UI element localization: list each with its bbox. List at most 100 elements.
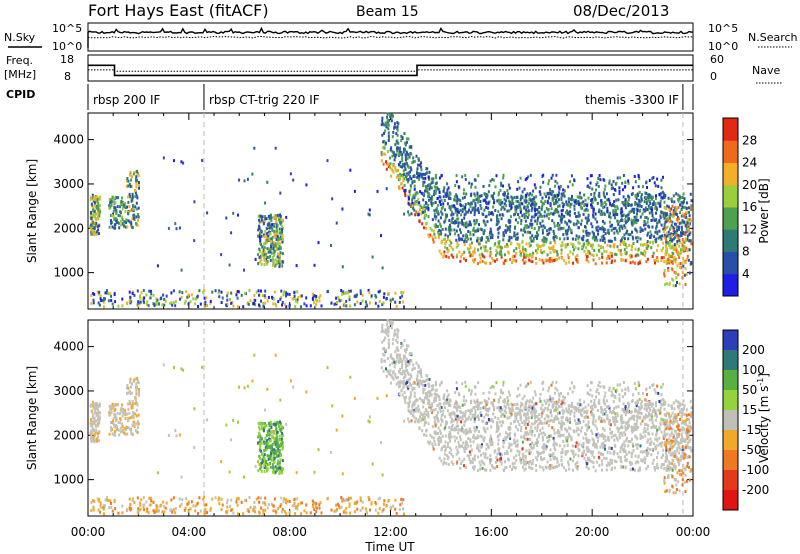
echo-cell (514, 212, 517, 216)
echo-cell (666, 217, 669, 221)
echo-cell (345, 304, 348, 308)
echo-cell (396, 149, 399, 153)
echo-cell (429, 186, 432, 189)
echo-cell (538, 422, 541, 425)
echo-cell (273, 438, 276, 442)
y-tick-label: 1000 (53, 266, 84, 280)
echo-cell (265, 257, 268, 261)
echo-cell (622, 258, 625, 262)
echo-cell (601, 239, 604, 242)
echo-cell (403, 177, 406, 181)
echo-cell (674, 230, 677, 234)
echo-cell (272, 297, 275, 301)
beam-title: Beam 15 (356, 4, 419, 20)
echo-cell (567, 256, 570, 260)
echo-cell (444, 219, 447, 223)
echo-cell (359, 302, 362, 305)
echo-cell (278, 262, 281, 266)
echo-cell (669, 216, 671, 220)
echo-cell (518, 203, 521, 207)
echo-cell (597, 194, 600, 198)
echo-cell (591, 197, 594, 201)
echo-cell (420, 165, 423, 169)
echo-cell (518, 186, 521, 190)
echo-cell (541, 228, 544, 232)
echo-cell (424, 201, 427, 205)
echo-cell (402, 169, 405, 173)
echo-cell (665, 231, 668, 235)
echo-cell (506, 196, 509, 199)
echo-cell (112, 199, 114, 202)
echo-cell (131, 225, 134, 229)
echo-cell (341, 499, 344, 503)
echo-cell (95, 195, 98, 198)
echo-cell (683, 404, 686, 408)
echo-cell (258, 500, 260, 504)
echo-cell (455, 174, 458, 178)
echo-cell (678, 238, 681, 242)
echo-cell (532, 239, 535, 243)
echo-cell (569, 220, 572, 224)
echo-cell (580, 403, 583, 407)
echo-cell (438, 228, 441, 232)
echo-cell (264, 424, 267, 428)
echo-cell (588, 250, 591, 254)
echo-cell (398, 174, 401, 178)
echo-cell (556, 250, 558, 254)
echo-cell (647, 411, 650, 415)
echo-cell (558, 198, 560, 202)
echo-cell (468, 181, 471, 185)
echo-cell (460, 462, 462, 466)
echo-cell (266, 223, 269, 227)
echo-cell (554, 208, 557, 212)
echo-cell (260, 506, 262, 510)
echo-cell (97, 411, 100, 415)
echo-cell (261, 245, 264, 249)
echo-cell (387, 131, 390, 135)
echo-cell (126, 225, 129, 229)
echo-cell (552, 250, 555, 254)
echo-cell (398, 178, 400, 182)
echo-cell (259, 214, 262, 218)
echo-cell (593, 235, 596, 239)
echo-cell (401, 294, 403, 298)
echo-cell (401, 186, 404, 190)
echo-cell (620, 224, 623, 228)
echo-cell (560, 209, 563, 213)
echo-cell (473, 251, 476, 255)
echo-cell (263, 241, 266, 245)
echo-cell (281, 467, 284, 471)
echo-cell (109, 292, 112, 296)
echo-cell (97, 415, 100, 419)
echo-cell (389, 373, 392, 376)
echo-cell (206, 511, 209, 515)
echo-cell (128, 506, 131, 510)
echo-cell (266, 180, 269, 184)
echo-cell (675, 207, 678, 211)
echo-cell (243, 179, 246, 183)
echo-cell (303, 509, 306, 513)
echo-cell (645, 467, 648, 471)
echo-cell (414, 213, 417, 217)
echo-cell (277, 449, 279, 453)
echo-cell (583, 193, 586, 197)
echo-cell (658, 229, 661, 233)
echo-cell (419, 172, 422, 176)
echo-cell (447, 196, 450, 200)
echo-cell (278, 256, 281, 260)
echo-cell (454, 210, 457, 214)
echo-cell (263, 257, 266, 260)
echo-cell (127, 419, 130, 423)
echo-cell (114, 216, 117, 220)
echo-cell (131, 382, 133, 386)
echo-cell (608, 215, 611, 219)
echo-cell (295, 264, 298, 268)
echo-cell (561, 243, 564, 247)
echo-cell (531, 193, 534, 197)
echo-cell (263, 294, 266, 298)
echo-cell (497, 451, 500, 455)
echo-cell (600, 227, 603, 231)
echo-cell (660, 210, 663, 214)
echo-cell (98, 404, 101, 408)
echo-cell (289, 172, 292, 176)
